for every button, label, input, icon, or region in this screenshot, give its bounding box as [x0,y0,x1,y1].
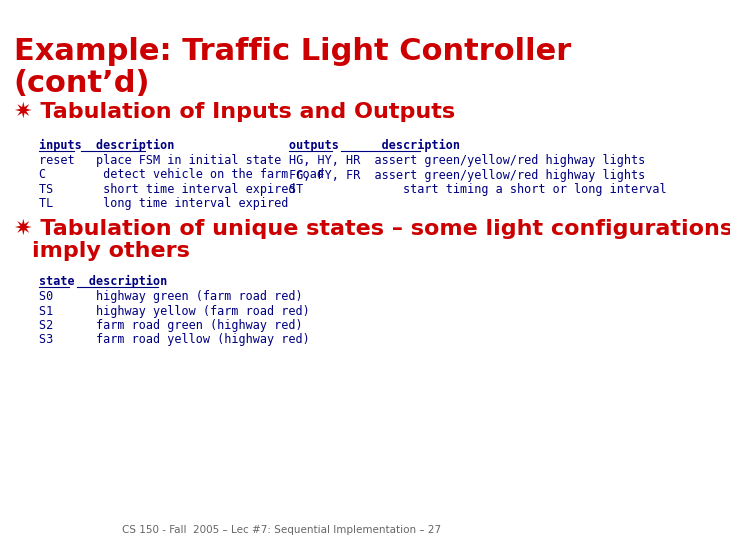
Text: S0      highway green (farm road red): S0 highway green (farm road red) [39,290,302,303]
Text: ✷ Tabulation of unique states – some light configurations: ✷ Tabulation of unique states – some lig… [14,219,730,240]
Text: S2      farm road green (highway red): S2 farm road green (highway red) [39,319,302,332]
Text: HG, HY, HR  assert green/yellow/red highway lights: HG, HY, HR assert green/yellow/red highw… [289,154,645,167]
Text: TS       short time interval expired: TS short time interval expired [39,183,295,196]
Text: reset   place FSM in initial state: reset place FSM in initial state [39,154,281,167]
Text: S1      highway yellow (farm road red): S1 highway yellow (farm road red) [39,305,310,317]
Text: TL       long time interval expired: TL long time interval expired [39,197,288,211]
Text: imply others: imply others [32,241,191,261]
Text: outputs      description: outputs description [289,139,460,152]
Text: C        detect vehicle on the farm road: C detect vehicle on the farm road [39,168,323,182]
Text: (cont’d): (cont’d) [14,69,150,98]
Text: FG, FY, FR  assert green/yellow/red highway lights: FG, FY, FR assert green/yellow/red highw… [289,168,645,182]
Text: Example: Traffic Light Controller: Example: Traffic Light Controller [14,37,571,66]
Text: S3      farm road yellow (highway red): S3 farm road yellow (highway red) [39,334,310,346]
Text: ✷ Tabulation of Inputs and Outputs: ✷ Tabulation of Inputs and Outputs [14,102,455,123]
Text: state  description: state description [39,275,166,288]
Text: inputs  description: inputs description [39,139,174,152]
Text: ST              start timing a short or long interval: ST start timing a short or long interval [289,183,666,196]
Text: CS 150 - Fall  2005 – Lec #7: Sequential Implementation – 27: CS 150 - Fall 2005 – Lec #7: Sequential … [122,525,441,535]
